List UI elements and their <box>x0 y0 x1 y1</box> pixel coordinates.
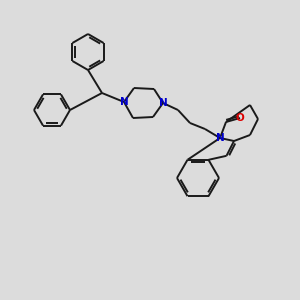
Text: N: N <box>159 98 167 108</box>
Text: N: N <box>216 133 224 143</box>
Text: N: N <box>120 97 128 107</box>
Text: O: O <box>236 113 244 123</box>
